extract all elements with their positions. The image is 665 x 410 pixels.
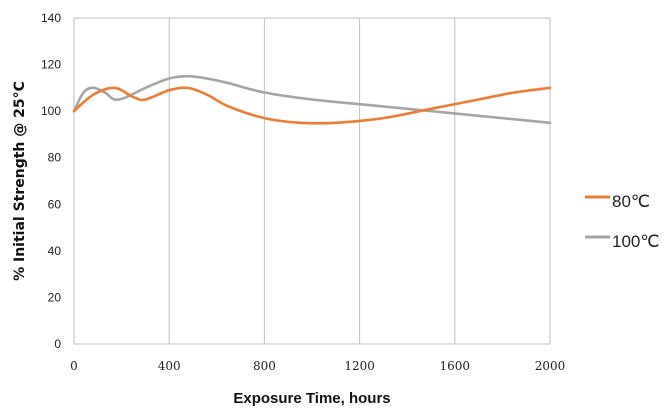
grid <box>168 18 551 344</box>
x-tick-label: 0 <box>70 359 78 373</box>
legend-label: 80℃ <box>612 192 650 211</box>
y-tick-label: 60 <box>48 197 62 211</box>
series-lines <box>72 74 552 125</box>
series-line-0 <box>72 86 552 125</box>
tick-labels: 0 400 800 1200 1600 2000 0 20 40 60 80 100 120 140 <box>41 11 565 373</box>
x-axis-label: Exposure Time, hours <box>233 390 390 407</box>
y-tick-label: 0 <box>54 337 61 351</box>
x-tick-label: 1200 <box>344 359 375 373</box>
x-tick-label: 800 <box>253 359 276 373</box>
y-tick-label: 20 <box>48 290 62 304</box>
legend: 80℃ 100℃ <box>585 192 659 251</box>
x-tick-label: 1600 <box>440 359 471 373</box>
x-tick-label: 2000 <box>535 359 566 373</box>
y-tick-label: 100 <box>41 104 61 118</box>
y-axis-label: % Initial Strength @ 25°C <box>12 81 28 281</box>
y-tick-label: 140 <box>41 11 61 25</box>
y-tick-label: 120 <box>41 58 61 72</box>
x-tick-label: 400 <box>158 359 181 373</box>
y-tick-label: 40 <box>48 244 62 258</box>
y-tick-label: 80 <box>48 151 62 165</box>
axes <box>73 17 550 345</box>
legend-label: 100℃ <box>612 232 659 251</box>
series-line-1 <box>72 74 552 125</box>
